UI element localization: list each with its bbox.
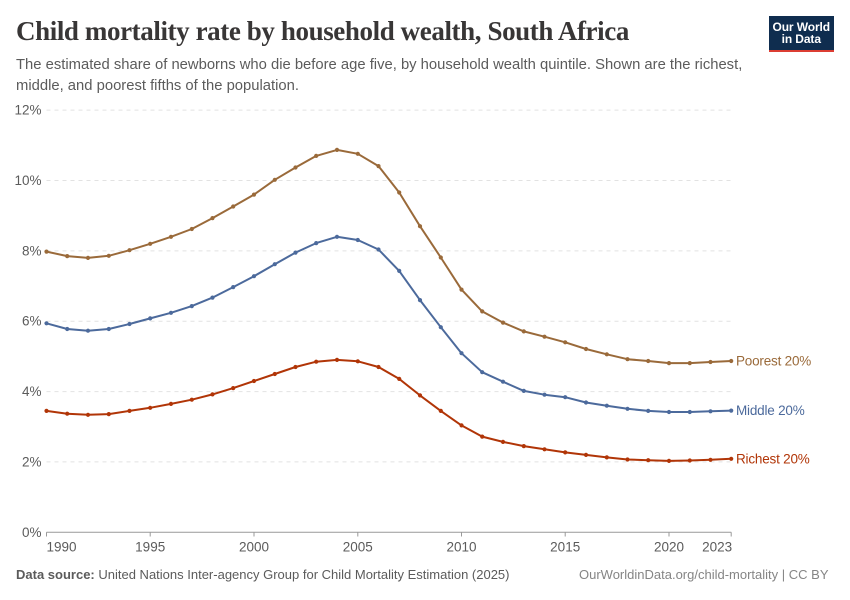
svg-text:Middle 20%: Middle 20% bbox=[736, 403, 805, 418]
svg-text:12%: 12% bbox=[14, 103, 41, 118]
svg-text:2010: 2010 bbox=[446, 540, 476, 555]
svg-text:1990: 1990 bbox=[47, 540, 77, 555]
svg-text:2%: 2% bbox=[22, 454, 42, 469]
svg-text:2015: 2015 bbox=[550, 540, 580, 555]
svg-text:Poorest 20%: Poorest 20% bbox=[736, 354, 811, 369]
svg-text:0%: 0% bbox=[22, 525, 42, 540]
svg-text:2020: 2020 bbox=[654, 540, 684, 555]
svg-text:2023: 2023 bbox=[702, 540, 732, 555]
svg-text:2000: 2000 bbox=[239, 540, 269, 555]
svg-text:Richest 20%: Richest 20% bbox=[736, 451, 810, 466]
svg-text:4%: 4% bbox=[22, 384, 42, 399]
svg-text:1995: 1995 bbox=[135, 540, 165, 555]
svg-text:8%: 8% bbox=[22, 243, 42, 258]
svg-text:2005: 2005 bbox=[343, 540, 373, 555]
svg-text:10%: 10% bbox=[14, 173, 41, 188]
svg-text:6%: 6% bbox=[22, 314, 42, 329]
